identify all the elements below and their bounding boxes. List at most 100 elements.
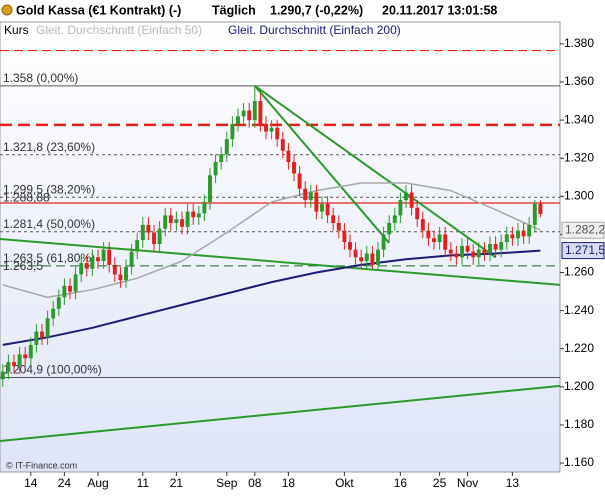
x-tick-label: 16 [394,476,408,490]
y-tick-label: 1.220 [564,341,594,355]
x-tick-label: 21 [170,476,184,490]
candle-body [404,192,408,201]
candle-body [409,192,414,208]
candle-body [331,215,336,223]
candle-body [325,203,330,216]
legend-entry: Gleit. Durchschnitt (Einfach 200) [228,23,401,37]
y-tick-label: 1.200 [564,379,594,393]
candle-body [84,263,89,269]
candle-body [213,162,218,176]
candle-body [196,213,201,218]
candle-body [185,211,190,227]
candle-body [488,243,492,254]
candle-body [364,253,369,262]
candle-body [241,110,246,117]
trendline [0,238,561,286]
candle-body [17,354,22,366]
candle-body [129,251,134,267]
header-bar [0,0,605,21]
candle-body [415,207,420,220]
candle-body [258,101,263,124]
candle-body [454,253,459,258]
legend-entry: Gleit. Durchschnitt (Einfach 50) [36,23,202,37]
candle-body [68,285,72,292]
candle-body [292,162,296,174]
end-value-label: 1.282,2 [565,222,605,236]
candle-body [40,331,44,338]
plot-area [0,21,561,473]
candle-body [6,362,11,372]
candle-body [135,240,140,252]
end-value-box [561,221,605,239]
candle-body [157,228,162,244]
candle-body [224,139,229,155]
candle-body [0,371,5,380]
candle-body [465,245,470,252]
candle-body [460,245,464,258]
candle-body [168,215,173,223]
x-tick-label: 13 [506,476,520,490]
candle-body [308,192,313,201]
fib-label: 1.321,8 (23,60%) [3,140,95,154]
y-tick-label: 1.360 [564,74,594,88]
candle-body [432,238,436,243]
x-tick-label: Aug [87,476,108,490]
candle-body [23,354,28,359]
x-tick-label: 08 [248,476,262,490]
candle-body [219,154,224,163]
candle-body [191,211,196,218]
candle-body [96,257,100,262]
moving-average-line [2,182,541,299]
candle-body [510,234,515,239]
candle-body [448,249,453,254]
candle-body [112,264,117,275]
y-tick-label: 1.240 [564,303,594,317]
y-tick-label: 1.180 [564,417,594,431]
candle-body [252,101,257,121]
fib-label: 1.358 (0,00%) [3,71,78,85]
candle-body [516,230,520,239]
interval: Täglich [212,3,256,17]
annotation: 1.288,88 [3,190,50,204]
candle-body [118,274,123,281]
candle-body [521,230,526,237]
copyright: © IT-Finance.com [6,460,77,470]
annotation: 1.263,5 [3,259,43,273]
x-tick-label: 14 [24,476,38,490]
candle-body [236,116,240,124]
candle-body [56,297,61,309]
fib-label: 1.299,5 (38,20%) [3,182,95,196]
y-tick-label: 1.340 [564,112,594,126]
candle-body [532,203,537,225]
candle-body [90,257,95,269]
candle-body [73,274,78,292]
gold-icon [1,4,13,16]
candle-body [62,285,67,298]
candle-body [320,203,324,212]
x-tick-label: Okt [335,476,354,490]
candle-body [101,249,106,262]
candle-body [314,192,319,212]
y-tick-label: 1.260 [564,265,594,279]
candle-body [297,173,302,189]
candle-body [79,263,84,275]
candle-body [342,230,347,243]
y-tick-label: 1.300 [564,188,594,202]
candle-body [471,251,476,258]
end-value-label: 1.271,5 [565,243,605,257]
candle-body [12,362,16,366]
candle-body [208,175,212,203]
candle-body [348,242,352,250]
x-tick-label: 18 [282,476,296,490]
candle-body [398,200,403,216]
candle-body [247,110,252,121]
candle-body [269,127,274,132]
candle-body [174,219,179,223]
y-tick-label: 1.320 [564,150,594,164]
candle-body [140,224,145,241]
candle-body [493,243,498,250]
candle-body [476,249,481,258]
candle-body [202,202,207,214]
candle-body [303,188,308,201]
y-tick-label: 1.160 [564,455,594,469]
